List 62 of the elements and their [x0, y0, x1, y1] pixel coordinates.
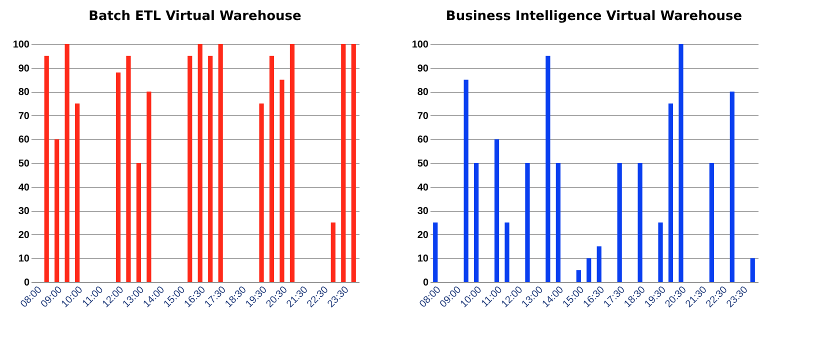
bar — [75, 104, 80, 282]
bar — [126, 56, 131, 282]
bar — [586, 258, 592, 282]
bar — [638, 163, 642, 282]
y-tick-label: 10 — [417, 254, 429, 265]
bar — [504, 222, 510, 282]
y-tick-label: 20 — [417, 230, 429, 241]
bar — [709, 163, 714, 282]
bar — [351, 44, 356, 282]
y-tick-label: 60 — [417, 134, 429, 146]
y-tick-label: 80 — [417, 87, 429, 98]
bar — [341, 44, 346, 282]
y-tick-label: 80 — [18, 87, 30, 98]
bar — [44, 56, 49, 282]
bar — [64, 44, 70, 282]
y-tick-label: 90 — [18, 63, 30, 74]
bar — [146, 92, 152, 282]
y-tick-label: 30 — [417, 206, 429, 218]
y-tick-label: 10 — [18, 254, 30, 265]
bar — [525, 163, 530, 282]
chart-title: Batch ETL Virtual Warehouse — [88, 9, 302, 24]
bar — [576, 270, 581, 282]
bar — [464, 80, 468, 282]
bar — [136, 163, 142, 282]
y-tick-label: 0 — [24, 278, 30, 288]
bar — [546, 56, 550, 282]
y-tick-label: 60 — [18, 134, 30, 146]
y-tick-label: 50 — [18, 158, 30, 170]
bar — [269, 56, 274, 282]
y-tick-label: 40 — [18, 182, 30, 194]
bar — [678, 44, 684, 282]
bar — [280, 80, 284, 282]
bar — [290, 44, 295, 282]
y-tick-label: 100 — [12, 40, 30, 50]
bar — [116, 72, 121, 282]
bar — [474, 163, 479, 282]
bar — [188, 56, 192, 282]
bar — [330, 222, 336, 282]
y-tick-label: 30 — [18, 206, 30, 218]
bar — [259, 104, 264, 282]
bar — [218, 44, 223, 282]
bar — [750, 258, 755, 282]
y-tick-label: 100 — [412, 40, 429, 50]
bar — [658, 222, 663, 282]
y-tick-label: 90 — [417, 63, 429, 74]
y-tick-label: 50 — [417, 158, 429, 170]
bar — [556, 163, 560, 282]
bar — [668, 104, 674, 282]
bar — [208, 56, 213, 282]
y-tick-label: 70 — [417, 110, 429, 122]
bar — [494, 139, 500, 282]
y-tick-label: 0 — [422, 278, 429, 288]
y-tick-label: 20 — [18, 230, 30, 241]
chart-title: Business Intelligence Virtual Warehouse — [446, 9, 742, 24]
bar — [54, 139, 60, 282]
bar — [617, 163, 622, 282]
y-tick-label: 70 — [18, 110, 30, 122]
bar — [730, 92, 734, 282]
bar — [596, 246, 602, 282]
bar — [433, 222, 438, 282]
bar — [198, 44, 202, 282]
y-tick-label: 40 — [417, 182, 429, 194]
